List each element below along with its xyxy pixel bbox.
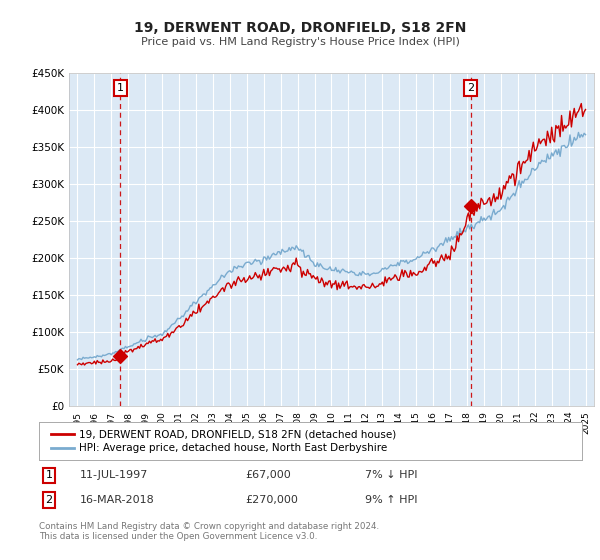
Text: £270,000: £270,000 bbox=[245, 495, 298, 505]
Text: 1: 1 bbox=[117, 83, 124, 93]
Text: Price paid vs. HM Land Registry's House Price Index (HPI): Price paid vs. HM Land Registry's House … bbox=[140, 37, 460, 47]
Text: 9% ↑ HPI: 9% ↑ HPI bbox=[365, 495, 418, 505]
Text: 2: 2 bbox=[467, 83, 474, 93]
Point bbox=[116, 352, 125, 361]
Legend: 19, DERWENT ROAD, DRONFIELD, S18 2FN (detached house), HPI: Average price, detac: 19, DERWENT ROAD, DRONFIELD, S18 2FN (de… bbox=[47, 425, 401, 458]
Text: £67,000: £67,000 bbox=[245, 470, 291, 480]
Text: 16-MAR-2018: 16-MAR-2018 bbox=[80, 495, 154, 505]
Point bbox=[466, 202, 475, 211]
Text: 2: 2 bbox=[46, 495, 53, 505]
Text: 11-JUL-1997: 11-JUL-1997 bbox=[80, 470, 148, 480]
Text: 19, DERWENT ROAD, DRONFIELD, S18 2FN: 19, DERWENT ROAD, DRONFIELD, S18 2FN bbox=[134, 21, 466, 35]
Text: Contains HM Land Registry data © Crown copyright and database right 2024.
This d: Contains HM Land Registry data © Crown c… bbox=[39, 522, 379, 542]
Text: 7% ↓ HPI: 7% ↓ HPI bbox=[365, 470, 418, 480]
Text: 1: 1 bbox=[46, 470, 53, 480]
